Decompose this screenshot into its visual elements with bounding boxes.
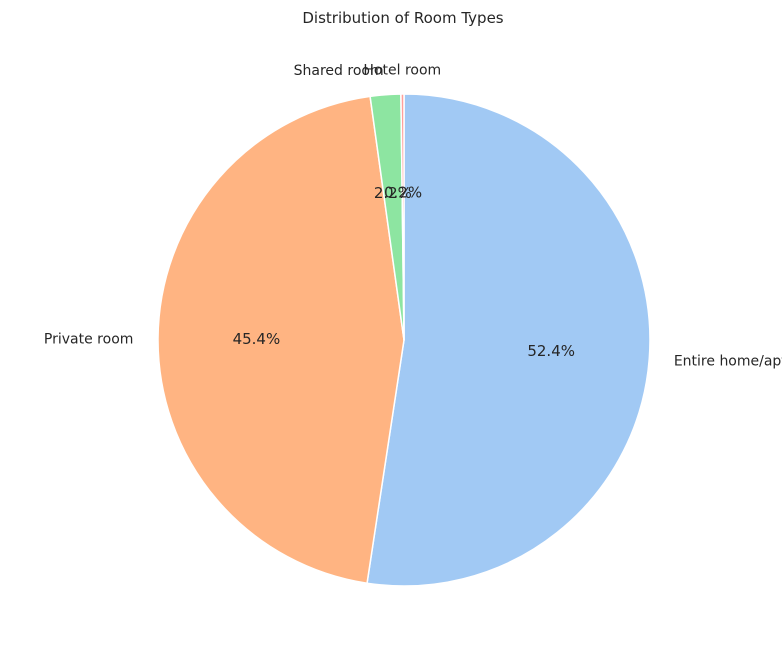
- slice-percent-shared-room: 2.2%: [374, 184, 412, 202]
- slice-label-entire-home-apt: Entire home/apt: [674, 353, 782, 369]
- slice-label-private-room: Private room: [44, 331, 133, 347]
- chart-title: Distribution of Room Types: [302, 9, 503, 27]
- pie-slice-entire-home-apt: [366, 93, 651, 587]
- slice-label-hotel-room: Hotel room: [363, 62, 441, 78]
- pie-slice-hotel-room: [400, 93, 405, 341]
- slices-layer: [157, 93, 651, 587]
- pie-slice-private-room: [157, 95, 405, 584]
- slice-percent-private-room: 45.4%: [233, 330, 281, 348]
- slice-percent-hotel-room: 0.2%: [384, 183, 422, 201]
- slice-percent-entire-home-apt: 52.4%: [527, 342, 575, 360]
- slice-label-shared-room: Shared room: [294, 63, 384, 79]
- labels-layer: Entire home/apt 52.4% Private room 45.4% Sha…: [44, 62, 782, 369]
